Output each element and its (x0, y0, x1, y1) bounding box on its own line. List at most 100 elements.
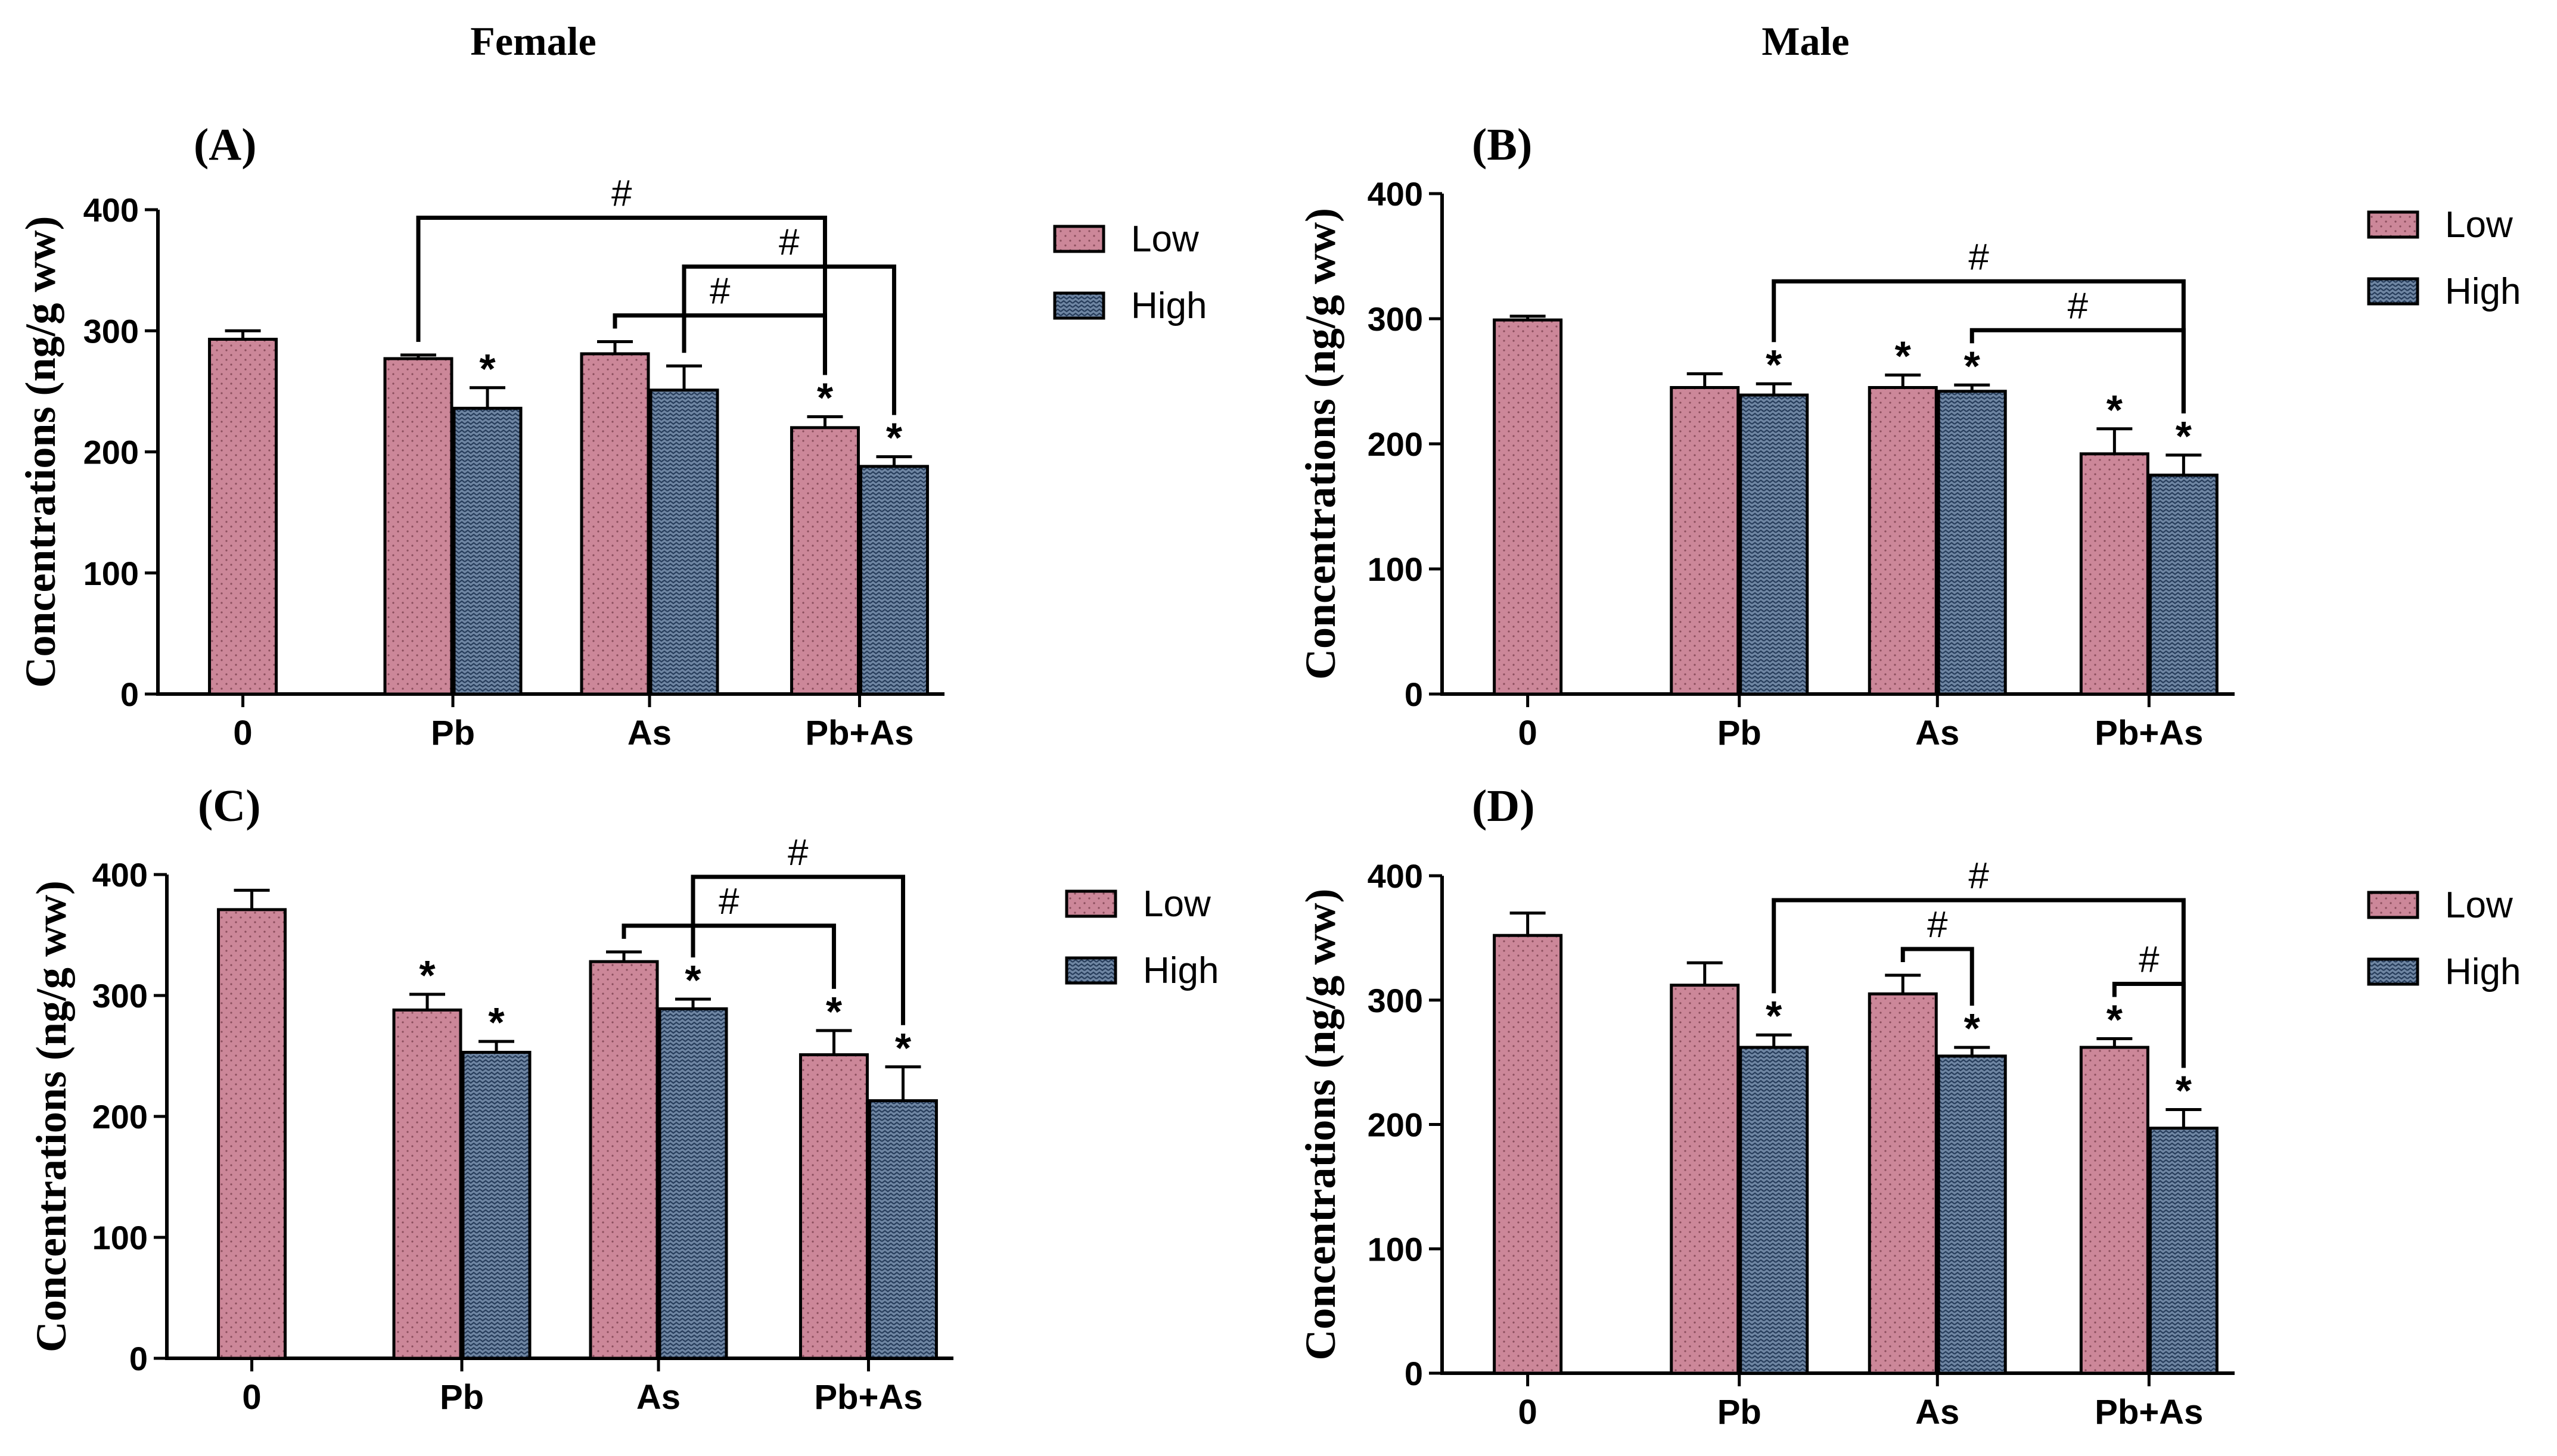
bar-high (649, 388, 719, 696)
significance-hash: # (2068, 285, 2089, 326)
bar-low (1493, 318, 1563, 696)
significance-hash: # (1927, 904, 1948, 945)
x-tick-label: Pb (1717, 714, 1761, 752)
bracket-line (691, 875, 905, 1025)
significance-hash: # (719, 881, 740, 922)
panel-c: (C) Concentrations (ng/g ww) 0 100 200 300 400… (27, 781, 1219, 1417)
legend-swatch-low (2367, 210, 2419, 239)
bar-low (1868, 386, 1938, 696)
y-tick-label: 200 (92, 1098, 148, 1135)
legend: Low High (2367, 885, 2521, 993)
bracket-line (622, 923, 836, 989)
y-tick-label: 300 (92, 977, 148, 1015)
y-tick-label: 100 (1368, 550, 1423, 588)
bar-high (1739, 1046, 1809, 1375)
legend-swatch-high (1065, 956, 1117, 985)
chart-panels: (A) Concentrations (ng/g ww) 0 100 200 300 400… (17, 120, 2521, 1432)
legend: Low High (1053, 219, 1207, 326)
significance-star: * (2176, 413, 2192, 459)
significance-star: * (685, 957, 701, 1003)
bar-high (2148, 1127, 2219, 1375)
female-column-title: Female (470, 18, 596, 64)
bar-low (790, 426, 860, 696)
x-tick-label: Pb+As (814, 1378, 922, 1417)
panel-d: (D) Concentrations (ng/g ww) 0 100 200 300 400… (1297, 781, 2521, 1432)
panel-b: (B) Concentrations (ng/g ww) 0 100 200 300 400… (1297, 120, 2521, 752)
legend-label-high: High (2445, 951, 2521, 993)
y-tick-label: 400 (83, 191, 139, 229)
bar-high (452, 406, 523, 696)
bar-low (1493, 934, 1563, 1375)
bracket-line (416, 216, 827, 375)
panel-label: (B) (1472, 120, 1532, 170)
significance-hash: # (1968, 855, 1989, 897)
y-tick-label: 300 (83, 312, 139, 350)
x-tick-label: Pb (1717, 1393, 1761, 1432)
legend-swatch-high (1053, 291, 1105, 320)
panel-a: (A) Concentrations (ng/g ww) 0 100 200 300 400… (17, 120, 1207, 752)
bar-high (658, 1007, 728, 1360)
significance-star: * (419, 952, 436, 998)
legend-label-low: Low (1131, 219, 1199, 260)
bar-high (1739, 393, 1809, 696)
y-tick-label: 400 (1368, 857, 1423, 895)
male-column-title: Male (1761, 18, 1849, 64)
significance-star: * (817, 375, 834, 421)
x-tick-label: Pb+As (2095, 714, 2203, 752)
x-tick-label: Pb+As (805, 714, 914, 752)
bar-high (859, 465, 929, 696)
y-tick-label: 0 (1405, 676, 1423, 713)
y-axis-label: Concentrations (ng/g ww) (1297, 208, 1344, 680)
significance-star: * (2176, 1067, 2192, 1113)
x-tick-label: 0 (1518, 714, 1537, 752)
y-tick-label: 400 (92, 856, 148, 894)
legend-label-high: High (1131, 285, 1207, 326)
significance-star: * (1964, 1005, 1981, 1051)
legend-swatch-low (1065, 889, 1117, 918)
x-tick-label: 0 (1518, 1393, 1537, 1432)
x-tick-label: As (627, 714, 672, 752)
y-tick-label: 0 (129, 1340, 148, 1377)
legend-label-low: Low (1143, 883, 1211, 925)
bar-high (2148, 474, 2219, 696)
bar-low (2079, 1046, 2149, 1375)
y-tick-label: 300 (1368, 982, 1423, 1019)
bar-high (1937, 390, 2007, 696)
y-tick-label: 200 (1368, 425, 1423, 463)
bracket-line (682, 265, 896, 415)
bar-low (2079, 452, 2149, 696)
significance-hash: # (710, 271, 731, 312)
legend-label-low: Low (2445, 885, 2513, 926)
bar-low (392, 1008, 462, 1360)
bar-low (580, 352, 650, 696)
significance-star: * (895, 1025, 912, 1071)
panel-label: (A) (194, 120, 257, 170)
significance-star: * (2107, 387, 2123, 433)
x-tick-label: 0 (242, 1378, 261, 1417)
significance-star: * (2107, 996, 2123, 1043)
y-axis-label: Concentrations (ng/g ww) (17, 216, 64, 688)
y-tick-label: 100 (1368, 1230, 1423, 1268)
legend-swatch-low (1053, 225, 1105, 253)
significance-star: * (1895, 333, 1912, 379)
significance-star: * (1766, 993, 1782, 1039)
bar-high (1937, 1054, 2007, 1375)
bracket-line (1900, 947, 1974, 1006)
legend: Low High (1065, 883, 1219, 991)
significance-star: * (1766, 341, 1782, 388)
x-tick-label: Pb+As (2095, 1393, 2203, 1432)
legend-label-low: Low (2445, 204, 2513, 245)
y-tick-label: 0 (120, 676, 139, 713)
y-tick-label: 200 (83, 434, 139, 471)
legend-swatch-low (2367, 891, 2419, 919)
significance-hash: # (788, 832, 809, 873)
significance-star: * (826, 988, 843, 1035)
significance-star: * (1964, 343, 1981, 389)
bar-low (1670, 386, 1740, 696)
y-axis-label: Concentrations (ng/g ww) (1297, 889, 1344, 1361)
y-tick-label: 400 (1368, 175, 1423, 213)
y-tick-label: 300 (1368, 300, 1423, 338)
legend-label-high: High (2445, 271, 2521, 312)
x-tick-label: Pb (431, 714, 475, 752)
